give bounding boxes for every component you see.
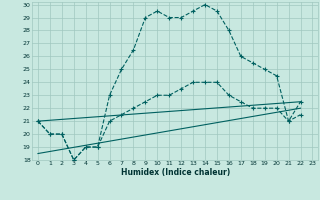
X-axis label: Humidex (Indice chaleur): Humidex (Indice chaleur) [121, 168, 230, 177]
